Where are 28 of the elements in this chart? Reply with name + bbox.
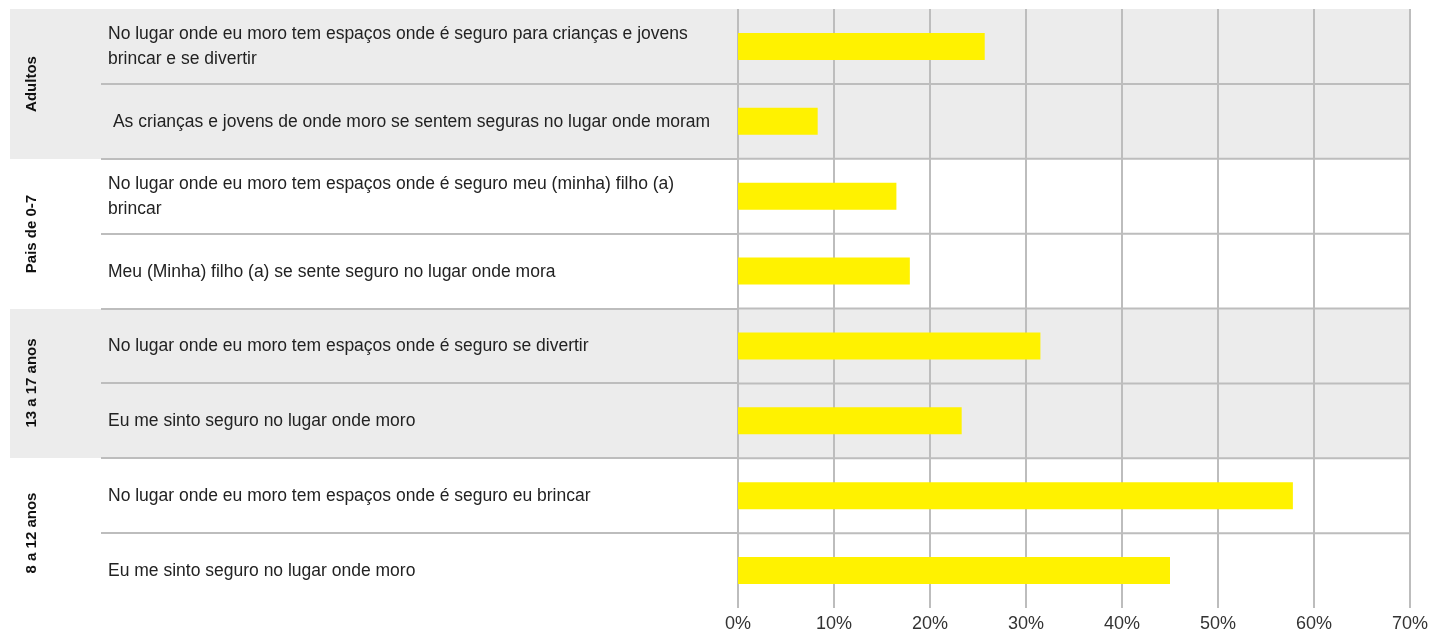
y-tick-label: Meu (Minha) filho (a) se sente seguro no lugar onde mora [108,259,557,283]
x-tick-label: 40% [1103,612,1141,633]
x-tick-label: 30% [1007,612,1045,633]
bar [738,482,1293,510]
y-tick-label: No lugar onde eu moro tem espaços onde é seguro para crianças e jovens brincar e se divertir [108,22,689,71]
bar [738,557,1170,585]
y-tick-label: Eu me sinto seguro no lugar onde moro [108,559,417,583]
bar [738,257,910,285]
bar [738,107,818,135]
y-tick-label: No lugar onde eu moro tem espaços onde é seguro meu (minha) filho (a) brincar [108,172,676,221]
y-tick-label: Eu me sinto seguro no lugar onde moro [108,409,417,433]
x-tick-label: 10% [815,612,853,633]
x-tick-label: 50% [1199,612,1237,633]
bar [738,407,962,435]
x-tick-label: 60% [1295,612,1333,633]
x-tick-label: 0% [724,612,752,633]
text: Pais de 0-7 [21,194,39,273]
bar [738,32,985,60]
text: 13 a 17 anos [21,338,39,428]
y-tick-label: No lugar onde eu moro tem espaços onde é seguro eu brincar [108,484,592,508]
x-tick-label: 70% [1391,612,1429,633]
text: 8 a 12 anos [21,492,39,574]
x-tick-label: 20% [911,612,949,633]
y-tick-label: No lugar onde eu moro tem espaços onde é seguro se divertir [108,334,590,358]
y-tick-label: As crianças e jovens de onde moro se sentem seguras no lugar onde moram [111,109,712,133]
bar [738,182,897,210]
text: Adultos [21,55,39,112]
bar [738,332,1041,360]
